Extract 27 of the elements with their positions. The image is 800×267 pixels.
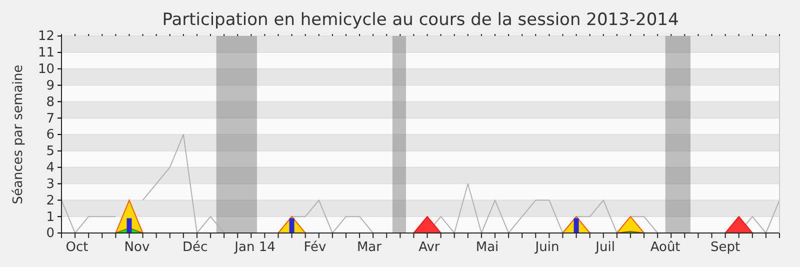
- x-tick-label: Mai: [476, 240, 499, 255]
- y-tick-label: 7: [46, 111, 54, 126]
- y-tick-label: 6: [46, 128, 54, 143]
- x-tick-label: Avr: [418, 240, 440, 255]
- y-tick-label: 3: [46, 176, 54, 192]
- y-tick-label: 1: [46, 210, 54, 225]
- x-tick-label: Juil: [594, 240, 615, 255]
- y-tick-label: 0: [46, 226, 54, 242]
- x-tick-label: Déc: [182, 240, 208, 255]
- x-tick-label: Juin: [534, 240, 560, 255]
- y-tick-label: 2: [46, 193, 54, 208]
- y-tick-label: 5: [46, 144, 54, 160]
- x-tick-label: Jan 14: [234, 240, 276, 255]
- x-tick-label: Sept: [710, 240, 740, 255]
- y-axis-title: Séances par semaine: [11, 64, 26, 204]
- x-tick-label: Fév: [304, 240, 327, 255]
- y-tick-label: 4: [46, 160, 54, 176]
- x-tick-label: Nov: [124, 240, 150, 255]
- x-tick-label: Oct: [66, 240, 88, 255]
- y-tick-label: 12: [38, 29, 54, 44]
- chart-title: Participation en hemicycle au cours de la session 2013-2014: [162, 10, 679, 30]
- y-tick-label: 10: [38, 62, 54, 77]
- y-tick-label: 9: [46, 78, 54, 94]
- x-tick-label: Août: [650, 240, 680, 255]
- y-tick-label: 11: [38, 46, 54, 61]
- x-tick-label: Mar: [356, 240, 382, 255]
- y-tick-label: 8: [46, 94, 54, 110]
